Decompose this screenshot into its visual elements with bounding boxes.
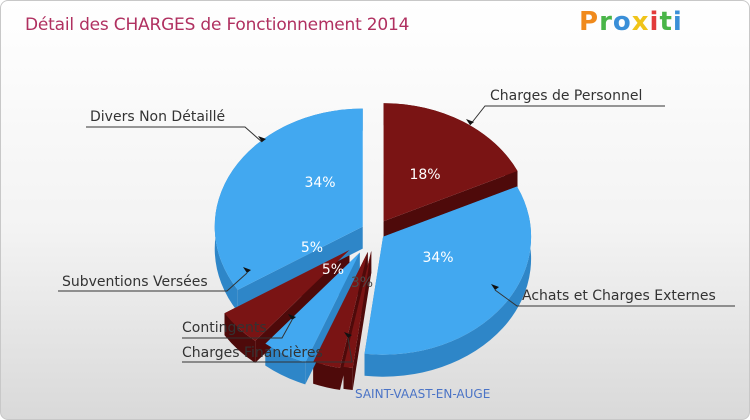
pie-category-label-4: Contingents [182, 320, 267, 336]
pie-pct-label-4: 5% [322, 262, 344, 278]
pie-pct-label-5: 5% [301, 240, 323, 256]
leader-line-6 [86, 126, 263, 143]
pie-pct-label-3: 3% [351, 275, 373, 291]
leader-arrow-0 [466, 119, 474, 125]
pie-category-label-1: Achats et Charges Externes [522, 288, 716, 304]
pie-slice-4 [265, 252, 360, 363]
pie-pct-label-6: 34% [304, 175, 335, 191]
pie-category-label-6: Divers Non Détaillé [90, 109, 225, 125]
leader-line-3 [182, 337, 353, 363]
pie-slice-2 [343, 250, 372, 369]
pie-slice-1 [364, 186, 532, 355]
leader-line-0 [469, 105, 665, 126]
pie-pct-label-1: 34% [422, 250, 453, 266]
leader-arrow-6 [258, 136, 266, 142]
leader-arrow-5 [243, 267, 251, 273]
pie-slice-wall-6-0 [237, 226, 363, 312]
pie-slice-6 [214, 108, 363, 290]
chart-title: Détail des CHARGES de Fonctionnement 201… [25, 15, 410, 35]
leader-arrow-3 [344, 332, 352, 338]
pie-pct-label-0: 18% [409, 167, 440, 183]
leader-line-5 [58, 272, 248, 292]
leader-arrow-4 [288, 314, 296, 320]
commune-name: SAINT-VAAST-EN-AUGE [355, 387, 491, 401]
pie-category-label-0: Charges de Personnel [490, 88, 642, 104]
pie-slice-0 [383, 103, 518, 222]
leader-arrow-1 [491, 284, 499, 290]
proxiti-logo: Proxiti [579, 7, 683, 37]
pie-slice-side-1 [364, 186, 532, 377]
leader-line-4 [182, 319, 293, 339]
pie-category-label-3: Charges Financières [182, 345, 323, 361]
pie-category-label-5: Subventions Versées [62, 274, 208, 290]
leader-line-1 [494, 289, 735, 307]
pie-slice-3 [313, 251, 368, 368]
pie-slice-5 [224, 249, 350, 341]
